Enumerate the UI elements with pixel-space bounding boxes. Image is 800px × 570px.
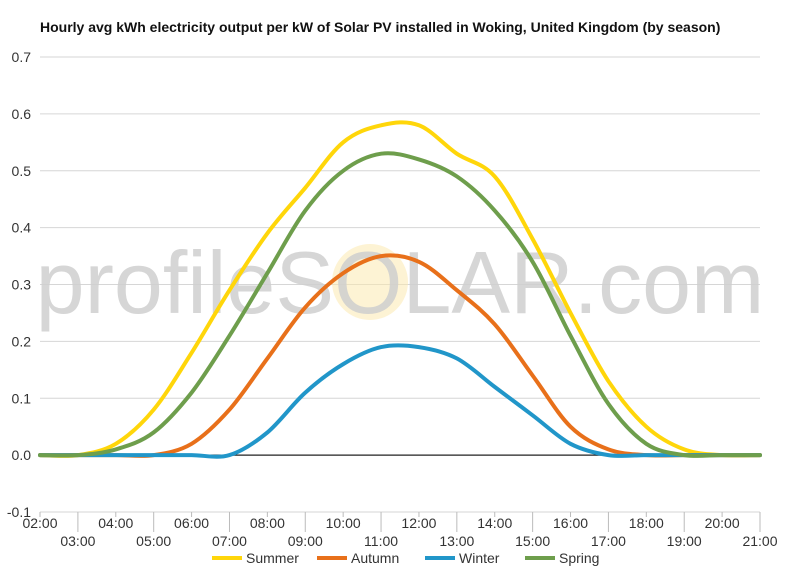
y-tick-label: 0.0	[12, 447, 32, 463]
x-tick-label: 21:00	[742, 533, 777, 549]
series-line-spring	[38, 151, 762, 458]
x-tick-label: 10:00	[326, 515, 361, 531]
y-tick-label: 0.6	[12, 106, 32, 122]
legend-label-spring: Spring	[559, 550, 599, 566]
x-tick-label: 04:00	[98, 515, 133, 531]
x-axis-ticks: 02:0003:0004:0005:0006:0007:0008:0009:00…	[22, 512, 778, 549]
x-tick-label: 02:00	[22, 515, 57, 531]
y-axis-ticks: 0.7 0.6 0.5 0.4 0.3 0.2 0.1 0.0 -0.1	[7, 49, 31, 520]
chart-title: Hourly avg kWh electricity output per kW…	[40, 19, 721, 35]
x-tick-label: 07:00	[212, 533, 247, 549]
x-tick-label: 13:00	[439, 533, 474, 549]
watermark: profileSOLAR.com	[36, 233, 765, 332]
y-tick-label: 0.2	[12, 333, 32, 349]
y-tick-label: 0.1	[12, 390, 32, 406]
y-tick-label: 0.3	[12, 277, 32, 293]
watermark-sun	[332, 244, 408, 320]
x-tick-label: 12:00	[401, 515, 436, 531]
x-tick-label: 05:00	[136, 533, 171, 549]
legend-label-autumn: Autumn	[351, 550, 399, 566]
x-tick-label: 06:00	[174, 515, 209, 531]
x-tick-label: 16:00	[553, 515, 588, 531]
x-tick-label: 18:00	[629, 515, 664, 531]
x-tick-label: 11:00	[364, 533, 398, 549]
watermark-text: profileSOLAR.com	[36, 233, 765, 332]
series-line-summer	[38, 120, 762, 458]
x-tick-label: 17:00	[591, 533, 626, 549]
x-tick-label: 14:00	[477, 515, 512, 531]
legend: Summer Autumn Winter Spring	[212, 550, 599, 566]
y-tick-label: 0.5	[12, 163, 32, 179]
series-line-winter	[38, 343, 762, 459]
x-tick-label: 15:00	[515, 533, 550, 549]
y-tick-label: -0.1	[7, 504, 31, 520]
legend-label-summer: Summer	[246, 550, 299, 566]
x-tick-label: 19:00	[667, 533, 702, 549]
x-tick-label: 03:00	[60, 533, 95, 549]
y-tick-label: 0.7	[12, 49, 32, 65]
x-tick-label: 20:00	[705, 515, 740, 531]
x-tick-label: 08:00	[250, 515, 285, 531]
series-lines	[38, 120, 762, 459]
legend-label-winter: Winter	[459, 550, 500, 566]
y-tick-label: 0.4	[12, 220, 32, 236]
x-tick-label: 09:00	[288, 533, 323, 549]
